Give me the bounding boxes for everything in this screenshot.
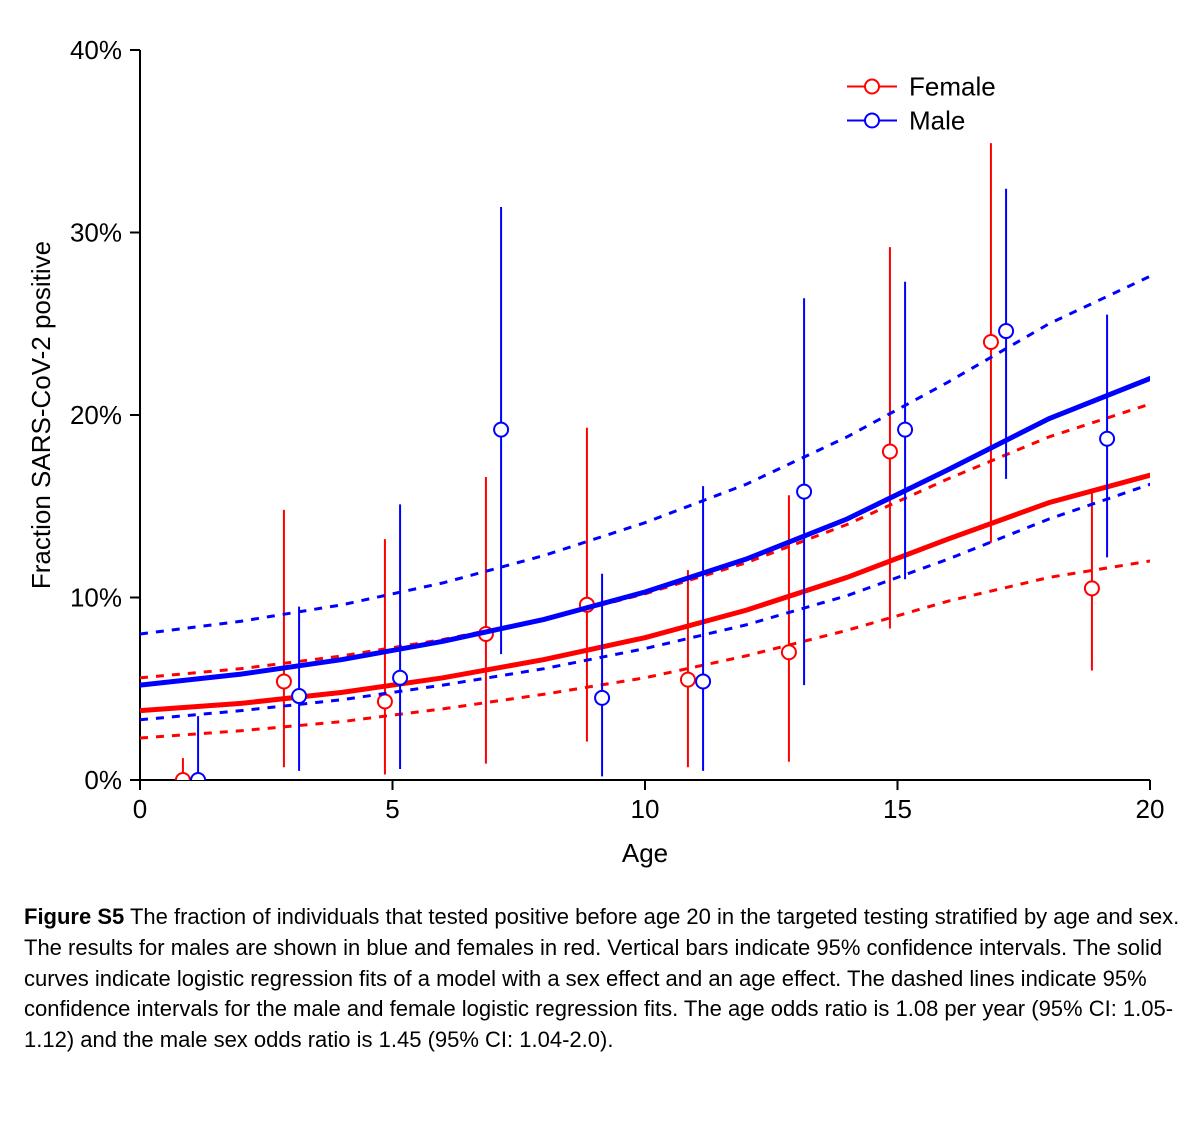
male-point: [292, 689, 306, 703]
legend-marker: [865, 80, 879, 94]
chart-container: 0% 10% 20% 30% 40% 0 5 10 15 20 Age Fraction SARS-C…: [20, 20, 1180, 890]
male-point: [696, 674, 710, 688]
female-point: [1085, 581, 1099, 595]
male-point: [494, 423, 508, 437]
y-tick-label: 0%: [84, 765, 122, 795]
female-point: [984, 335, 998, 349]
figure-caption: Figure S5 The fraction of individuals th…: [20, 890, 1188, 1056]
y-tick-label: 20%: [70, 400, 122, 430]
chart-svg: 0% 10% 20% 30% 40% 0 5 10 15 20 Age Fraction SARS-C…: [20, 20, 1180, 890]
female-point: [883, 445, 897, 459]
x-tick-label: 15: [883, 794, 912, 824]
caption-body: The fraction of individuals that tested …: [24, 904, 1179, 1052]
legend-label: Male: [909, 106, 965, 136]
y-tick-label: 10%: [70, 583, 122, 613]
male-point: [595, 691, 609, 705]
y-tick-label: 40%: [70, 35, 122, 65]
x-tick-label: 20: [1136, 794, 1165, 824]
male-point: [393, 671, 407, 685]
female-point: [782, 645, 796, 659]
legend-marker: [865, 114, 879, 128]
male-point: [1100, 432, 1114, 446]
y-axis-label: Fraction SARS-CoV-2 positive: [26, 241, 56, 589]
female-point: [681, 673, 695, 687]
x-tick-label: 5: [385, 794, 399, 824]
female-point: [277, 674, 291, 688]
male-point: [898, 423, 912, 437]
male-point: [797, 485, 811, 499]
male-point: [999, 324, 1013, 338]
legend-label: Female: [909, 72, 996, 102]
female-point: [378, 695, 392, 709]
caption-lead: Figure S5: [24, 904, 124, 929]
y-tick-label: 30%: [70, 218, 122, 248]
x-tick-label: 0: [133, 794, 147, 824]
x-axis-label: Age: [622, 838, 668, 868]
figure-page: 0% 10% 20% 30% 40% 0 5 10 15 20 Age Fraction SARS-C…: [0, 0, 1200, 1122]
x-tick-label: 10: [631, 794, 660, 824]
